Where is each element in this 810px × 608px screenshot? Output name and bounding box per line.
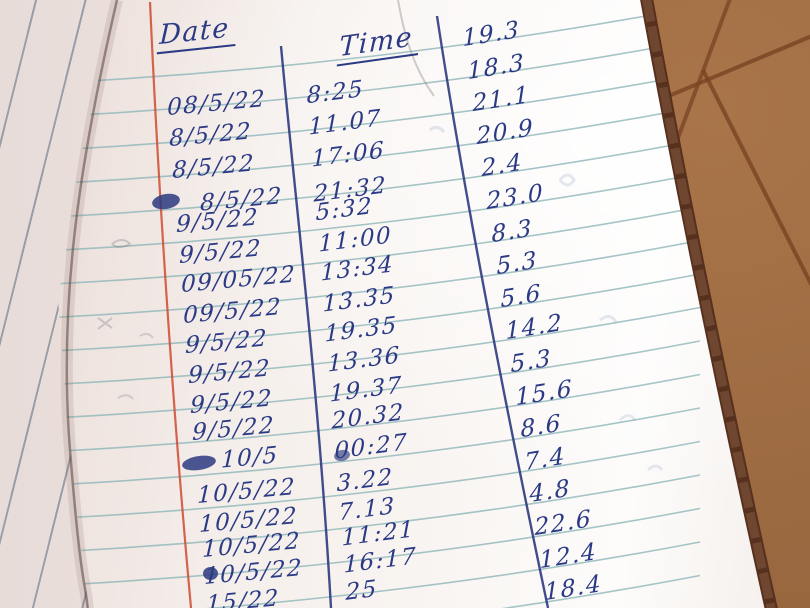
table-row: 15/22 25	[205, 576, 378, 608]
table-row: 9/5/22 11:00	[178, 222, 391, 273]
time-cell: 25	[345, 575, 378, 606]
date-cell: 9/5/22	[178, 235, 262, 270]
table-row: 9/5/22 19.37	[189, 372, 403, 423]
reading-value: 18.4	[543, 569, 603, 607]
time-cell: 17:06	[311, 137, 385, 173]
reading-value: 8.6	[519, 408, 562, 444]
ink-scribble	[203, 567, 218, 580]
reading-value: 22.6	[534, 503, 593, 542]
reading-value: 5.3	[510, 343, 553, 379]
table-row: 9/5/22 20.32	[191, 399, 405, 450]
reading-value: 19.3	[462, 14, 521, 53]
reading-value: 18.3	[466, 47, 526, 85]
ink-scribble	[181, 453, 217, 473]
date-cell: 8/5/22	[171, 150, 255, 185]
date-cell: 9/5/22	[187, 355, 271, 390]
table-row: 8/5/22 11.07	[168, 105, 382, 156]
table-row: 9/5/22 5:32	[175, 193, 373, 242]
time-cell: 13.36	[327, 342, 401, 378]
time-cell: 11.07	[308, 105, 383, 141]
reading-value: 21.1	[471, 80, 531, 118]
date-cell: 08/5/22	[166, 85, 267, 122]
time-cell: 3.22	[336, 464, 394, 498]
table-row: 09/05/22 13:34	[180, 251, 394, 302]
date-cell: 9/5/22	[175, 204, 260, 239]
table-row: 9/5/22 13.36	[187, 342, 400, 393]
reading-value: 23.0	[486, 177, 545, 216]
reading-value: 7.4	[524, 441, 567, 476]
table-row: 08/5/22 8:25	[166, 76, 364, 125]
reading-value: 5.6	[500, 278, 543, 313]
table-row: 10/5/22 7.13	[198, 493, 396, 542]
reading-value: 14.2	[505, 308, 564, 346]
reading-value: 20.9	[476, 112, 535, 150]
reading-value: 2.4	[481, 147, 524, 183]
time-cell: 13:34	[320, 251, 394, 287]
time-column-header: Time	[336, 20, 420, 67]
table-row: 09/5/22 13.35	[182, 282, 396, 333]
reading-value: 12.4	[538, 536, 598, 574]
date-cell: 09/5/22	[182, 293, 283, 330]
reading-value: 5.3	[495, 245, 538, 281]
time-cell: 19.35	[324, 312, 399, 348]
table-row: 10/5/22 3.22	[196, 464, 394, 513]
date-cell: 8/5/22	[169, 118, 253, 153]
reading-value: 4.8	[529, 473, 572, 509]
date-column-header: Date	[156, 11, 237, 55]
table-row: 8/5/22 17:06	[171, 137, 384, 188]
date-cell: 10/5	[220, 442, 279, 474]
time-cell: 8:25	[306, 75, 365, 110]
reading-value: 15.6	[514, 373, 574, 411]
table-row: 10/5/22 11:21	[201, 516, 414, 567]
time-cell: 13.35	[322, 282, 396, 318]
date-cell: 9/5/22	[185, 325, 269, 360]
ink-scribble	[150, 191, 182, 212]
reading-value: 8.3	[490, 213, 534, 248]
table-row: 9/5/22 19.35	[184, 312, 398, 363]
